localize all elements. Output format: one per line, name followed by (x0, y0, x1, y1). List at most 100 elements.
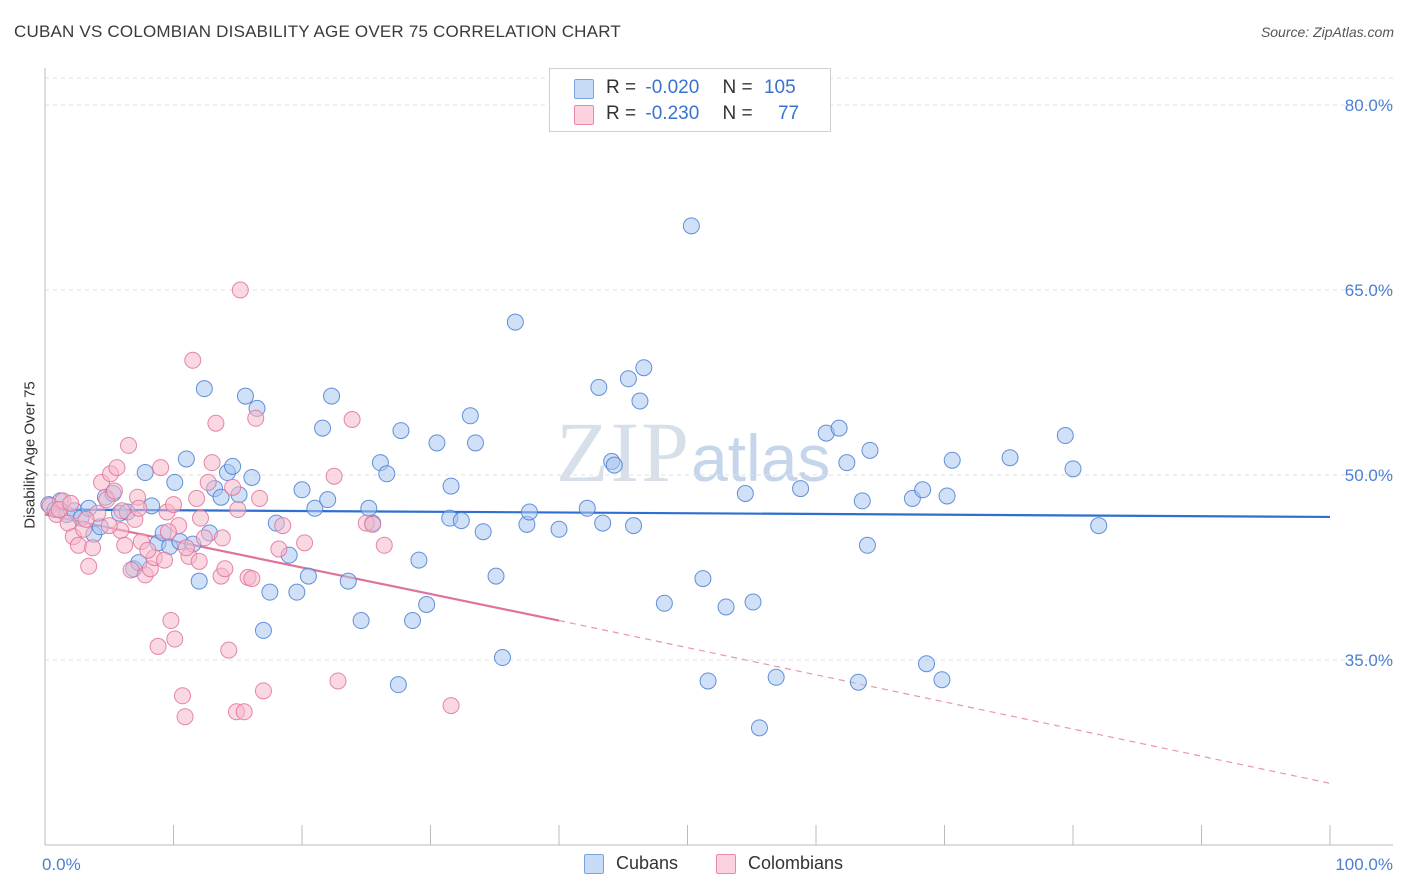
cubans-point (339, 572, 357, 590)
colombians-point (195, 529, 213, 547)
cubans-point (918, 655, 936, 673)
colombians-point (173, 687, 191, 705)
colombians-point (176, 708, 194, 726)
colombians-point (184, 351, 202, 369)
cubans-point (736, 485, 754, 502)
cubans-point (520, 503, 538, 521)
colombians-point (270, 540, 288, 558)
bottom-legend-swatch-colombians (716, 854, 736, 874)
cubans-point (631, 392, 649, 410)
trendline-colombians-extension (558, 619, 1331, 784)
colombians-point (199, 473, 217, 491)
watermark: ZIPatlas (556, 402, 830, 502)
cubans-point (943, 451, 961, 469)
cubans-point (195, 380, 213, 398)
y-tick-label: 80.0% (1345, 96, 1393, 115)
colombians-point (113, 502, 131, 520)
legend-n-value: 105 (763, 77, 796, 98)
colombians-point (243, 570, 261, 588)
cubans-point (288, 583, 306, 601)
cubans-point (933, 671, 951, 689)
cubans-point (619, 370, 637, 388)
cubans-point (389, 676, 407, 694)
x-tick-label: 0.0% (42, 855, 81, 874)
colombians-point (77, 510, 95, 528)
source-credit: Source: ZipAtlas.com (1260, 24, 1394, 40)
cubans-point (166, 473, 184, 491)
colombians-point (62, 494, 80, 512)
colombians-point (235, 703, 253, 721)
legend-n-label: N = (722, 77, 753, 98)
y-tick-label: 50.0% (1345, 466, 1393, 485)
cubans-point (319, 491, 337, 509)
colombians-point (231, 281, 249, 299)
legend-swatch-colombians (574, 105, 594, 125)
colombians-point (166, 630, 184, 648)
cubans-point (306, 499, 324, 517)
cubans-point (410, 551, 428, 569)
bottom-legend-label-cubans: Cubans (616, 853, 679, 873)
colombians-point (162, 612, 180, 630)
colombians-point (190, 552, 208, 570)
colombians-point (80, 557, 98, 575)
colombians-point (156, 551, 174, 569)
colombians-point (442, 697, 460, 715)
colombians-point (224, 478, 242, 496)
colombians-point (69, 536, 87, 554)
cubans-point (493, 649, 511, 667)
bottom-legend-label-colombians: Colombians (748, 853, 844, 873)
cubans-point (590, 378, 608, 396)
cubans-point (914, 481, 932, 499)
colombians-point (216, 560, 234, 578)
cubans-point (1090, 517, 1108, 535)
trend-lines (44, 508, 1331, 784)
cubans-point (550, 520, 568, 538)
colombians-point (84, 539, 102, 557)
colombians-point (274, 517, 292, 535)
cubans-point (1001, 449, 1019, 467)
y-tick-label: 35.0% (1345, 651, 1393, 670)
colombians-point (325, 467, 343, 485)
legend-r-value: -0.230 (645, 103, 700, 124)
cubans-point (655, 594, 673, 612)
cubans-point (299, 567, 317, 585)
colombians-point (220, 641, 238, 659)
colombians-point (100, 517, 118, 535)
cubans-point (578, 499, 596, 517)
y-tick-label: 65.0% (1345, 281, 1393, 300)
colombians-point (152, 459, 170, 477)
cubans-point (938, 487, 956, 505)
colombians-point (375, 536, 393, 554)
x-tick-label: 100.0% (1335, 855, 1393, 874)
colombians-point (105, 482, 123, 500)
cubans-point (323, 387, 341, 405)
cubans-point (594, 514, 612, 532)
trendline-cubans (44, 508, 1331, 519)
colombians-point (254, 682, 272, 700)
cubans-point (849, 673, 867, 691)
cubans-point (474, 523, 492, 541)
cubans-point (177, 450, 195, 468)
legend-r-value: -0.020 (645, 77, 700, 98)
colombians-point (159, 523, 177, 541)
colombians-point (213, 529, 231, 547)
colombians-point (108, 459, 126, 477)
cubans-point (461, 407, 479, 425)
cubans-point (635, 359, 653, 377)
cubans-point (254, 621, 272, 639)
cubans-point (853, 492, 871, 510)
chart-title: CUBAN VS COLOMBIAN DISABILITY AGE OVER 7… (14, 22, 621, 41)
cubans-point (767, 668, 785, 686)
colombians-point (122, 561, 140, 579)
tick-labels: 35.0% 50.0% 65.0% 80.0% 0.0% 100.0% (42, 96, 1393, 874)
colombians-point (247, 409, 265, 427)
cubans-point (261, 583, 279, 601)
cubans-point (858, 536, 876, 554)
cubans-point (428, 434, 446, 452)
cubans-point (744, 593, 762, 611)
colombians-point (251, 489, 269, 507)
legend-r-label: R = (606, 103, 637, 124)
cubans-point (717, 598, 735, 616)
cubans-point (236, 387, 254, 405)
